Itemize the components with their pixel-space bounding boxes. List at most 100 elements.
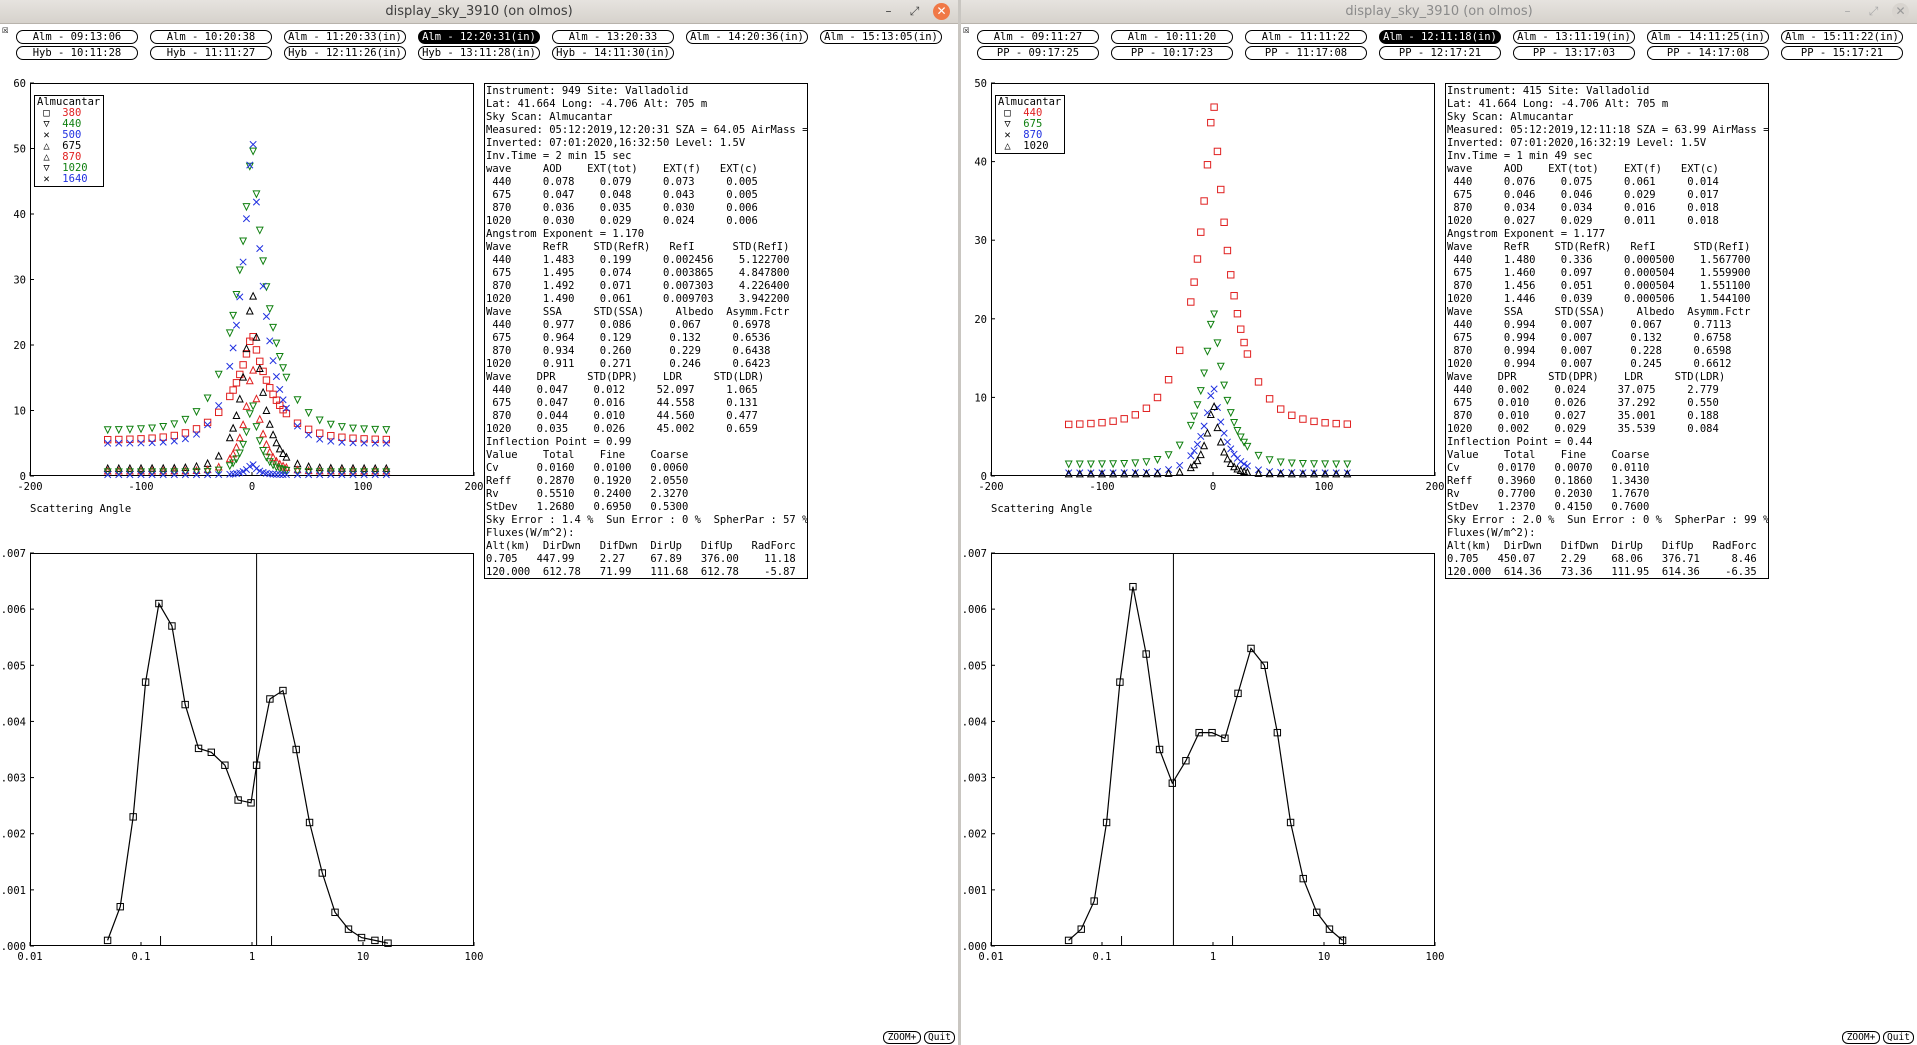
data-point — [349, 471, 357, 479]
data-point — [170, 437, 178, 445]
scan-tab[interactable]: Alm - 09:13:06 — [16, 30, 138, 44]
scan-tab[interactable]: PP - 15:17:21 — [1781, 46, 1903, 60]
x-tick-label: -100 — [1089, 481, 1114, 493]
window-titlebar[interactable]: display_sky_3910 (on olmos) — [0, 0, 958, 24]
data-point — [252, 190, 261, 199]
scan-tab[interactable]: Alm - 13:11:19(in) — [1513, 30, 1635, 44]
close-icon[interactable]: ✕ — [1892, 3, 1909, 20]
window-titlebar[interactable]: display_sky_3910 (on olmos) — [961, 0, 1917, 24]
scan-tab[interactable]: PP - 10:17:23 — [1111, 46, 1233, 60]
scan-tab[interactable]: PP - 09:17:25 — [977, 46, 1099, 60]
x-tick-label: 1 — [1210, 951, 1216, 963]
y-tick-label: 20 — [974, 314, 987, 326]
data-point — [266, 384, 274, 392]
data-point — [1332, 469, 1341, 478]
data-point — [1216, 437, 1225, 446]
data-point — [1086, 469, 1095, 478]
data-point — [1338, 936, 1347, 945]
data-point — [255, 414, 264, 423]
x-tick-label: 100 — [1426, 951, 1445, 963]
minimize-icon[interactable]: – — [1844, 4, 1851, 18]
data-point — [207, 748, 216, 757]
data-point — [305, 431, 313, 439]
close-icon[interactable]: ✕ — [933, 3, 950, 20]
scan-tab[interactable]: Alm - 12:11:18(in) — [1379, 30, 1501, 44]
data-point — [1120, 469, 1129, 478]
info-line: 440 0.076 0.075 0.061 0.014 — [1447, 176, 1719, 188]
scan-tab[interactable]: Alm - 09:11:27 — [977, 30, 1099, 44]
data-point — [229, 344, 237, 352]
scan-tab[interactable]: Alm - 15:13:05(in) — [820, 30, 942, 44]
info-line: 0.705 450.07 2.29 68.06 376.71 8.46 143.… — [1447, 553, 1757, 565]
data-point — [326, 468, 335, 477]
data-point — [269, 323, 278, 332]
data-point — [1196, 387, 1205, 396]
data-point — [1186, 421, 1195, 430]
scan-tab[interactable]: Alm - 10:20:38 — [150, 30, 272, 44]
maximize-icon[interactable]: ⤢ — [1868, 4, 1879, 18]
close-icon[interactable]: ☒ — [963, 23, 970, 36]
legend-entry: ▽ 1020 — [37, 163, 101, 174]
data-point — [1310, 417, 1318, 426]
data-point — [1196, 450, 1205, 459]
data-point — [1142, 469, 1151, 478]
data-point — [225, 454, 234, 463]
maximize-icon[interactable]: ⤢ — [909, 4, 920, 18]
legend-marker-icon: □ — [37, 107, 63, 119]
scan-tab[interactable]: Alm - 12:20:31(in) — [418, 30, 540, 44]
data-point — [239, 468, 247, 476]
data-point — [1216, 362, 1225, 371]
data-point — [1276, 458, 1285, 467]
scan-tab[interactable]: Hyb - 12:11:26(in) — [284, 46, 406, 60]
scan-tab[interactable]: Alm - 14:11:25(in) — [1647, 30, 1769, 44]
scan-tab[interactable]: Hyb - 11:11:27 — [150, 46, 272, 60]
scan-tab[interactable]: Hyb - 10:11:28 — [16, 46, 138, 60]
minimize-icon[interactable]: – — [885, 4, 892, 18]
data-point — [382, 466, 391, 475]
data-point — [148, 466, 157, 475]
zoom-button[interactable]: ZOOM+ — [883, 1031, 921, 1044]
info-line: Value Total Fine Coarse — [486, 449, 689, 461]
x-axis-label: Scattering Angle — [30, 503, 131, 515]
data-point — [304, 409, 313, 418]
quit-button[interactable]: Quit — [1883, 1031, 1914, 1044]
scan-tab[interactable]: Alm - 14:20:36(in) — [686, 30, 808, 44]
data-point — [159, 422, 168, 432]
scan-tab[interactable]: Hyb - 14:11:30(in) — [552, 46, 674, 60]
data-point — [1254, 378, 1263, 386]
data-point — [360, 463, 369, 472]
zoom-button[interactable]: ZOOM+ — [1842, 1031, 1880, 1044]
scan-tab[interactable]: Alm - 15:11:22(in) — [1781, 30, 1903, 44]
data-point — [1247, 644, 1255, 653]
info-line: 870 0.034 0.034 0.016 0.018 — [1447, 202, 1719, 214]
info-line: 440 0.047 0.012 52.097 1.065 — [486, 384, 758, 396]
scan-tab[interactable]: Hyb - 13:11:28(in) — [418, 46, 540, 60]
data-point — [371, 936, 379, 945]
info-line: 870 1.492 0.071 0.007303 4.226400 — [486, 280, 790, 292]
scan-tab[interactable]: Alm - 10:11:20 — [1111, 30, 1233, 44]
scan-tab[interactable]: PP - 11:17:08 — [1245, 46, 1367, 60]
quit-button[interactable]: Quit — [924, 1031, 955, 1044]
y-tick-label: 50 — [974, 78, 987, 90]
data-point — [371, 466, 380, 475]
data-point — [232, 442, 241, 451]
data-point — [256, 245, 264, 253]
data-point — [338, 471, 346, 479]
y-tick-label: .001 — [1, 885, 26, 897]
data-point — [265, 419, 274, 428]
data-point — [125, 466, 134, 475]
close-icon[interactable]: ☒ — [2, 23, 9, 36]
legend-label: 1020 — [1023, 140, 1049, 152]
scan-tab[interactable]: Alm - 11:11:22 — [1245, 30, 1367, 44]
scan-tab[interactable]: PP - 12:17:21 — [1379, 46, 1501, 60]
scan-tab[interactable]: PP - 14:17:08 — [1647, 46, 1769, 60]
scan-tab[interactable]: PP - 13:17:03 — [1513, 46, 1635, 60]
data-point — [327, 437, 335, 445]
data-point — [141, 678, 150, 686]
scan-tab[interactable]: Alm - 13:20:33 — [552, 30, 674, 44]
info-line: 120.000 612.78 71.99 111.68 612.78 -5.87… — [486, 566, 796, 578]
scan-tab[interactable]: Alm - 11:20:33(in) — [284, 30, 406, 44]
data-point — [181, 463, 190, 472]
data-point — [1155, 745, 1164, 754]
legend-marker-icon: ✕ — [37, 129, 63, 141]
